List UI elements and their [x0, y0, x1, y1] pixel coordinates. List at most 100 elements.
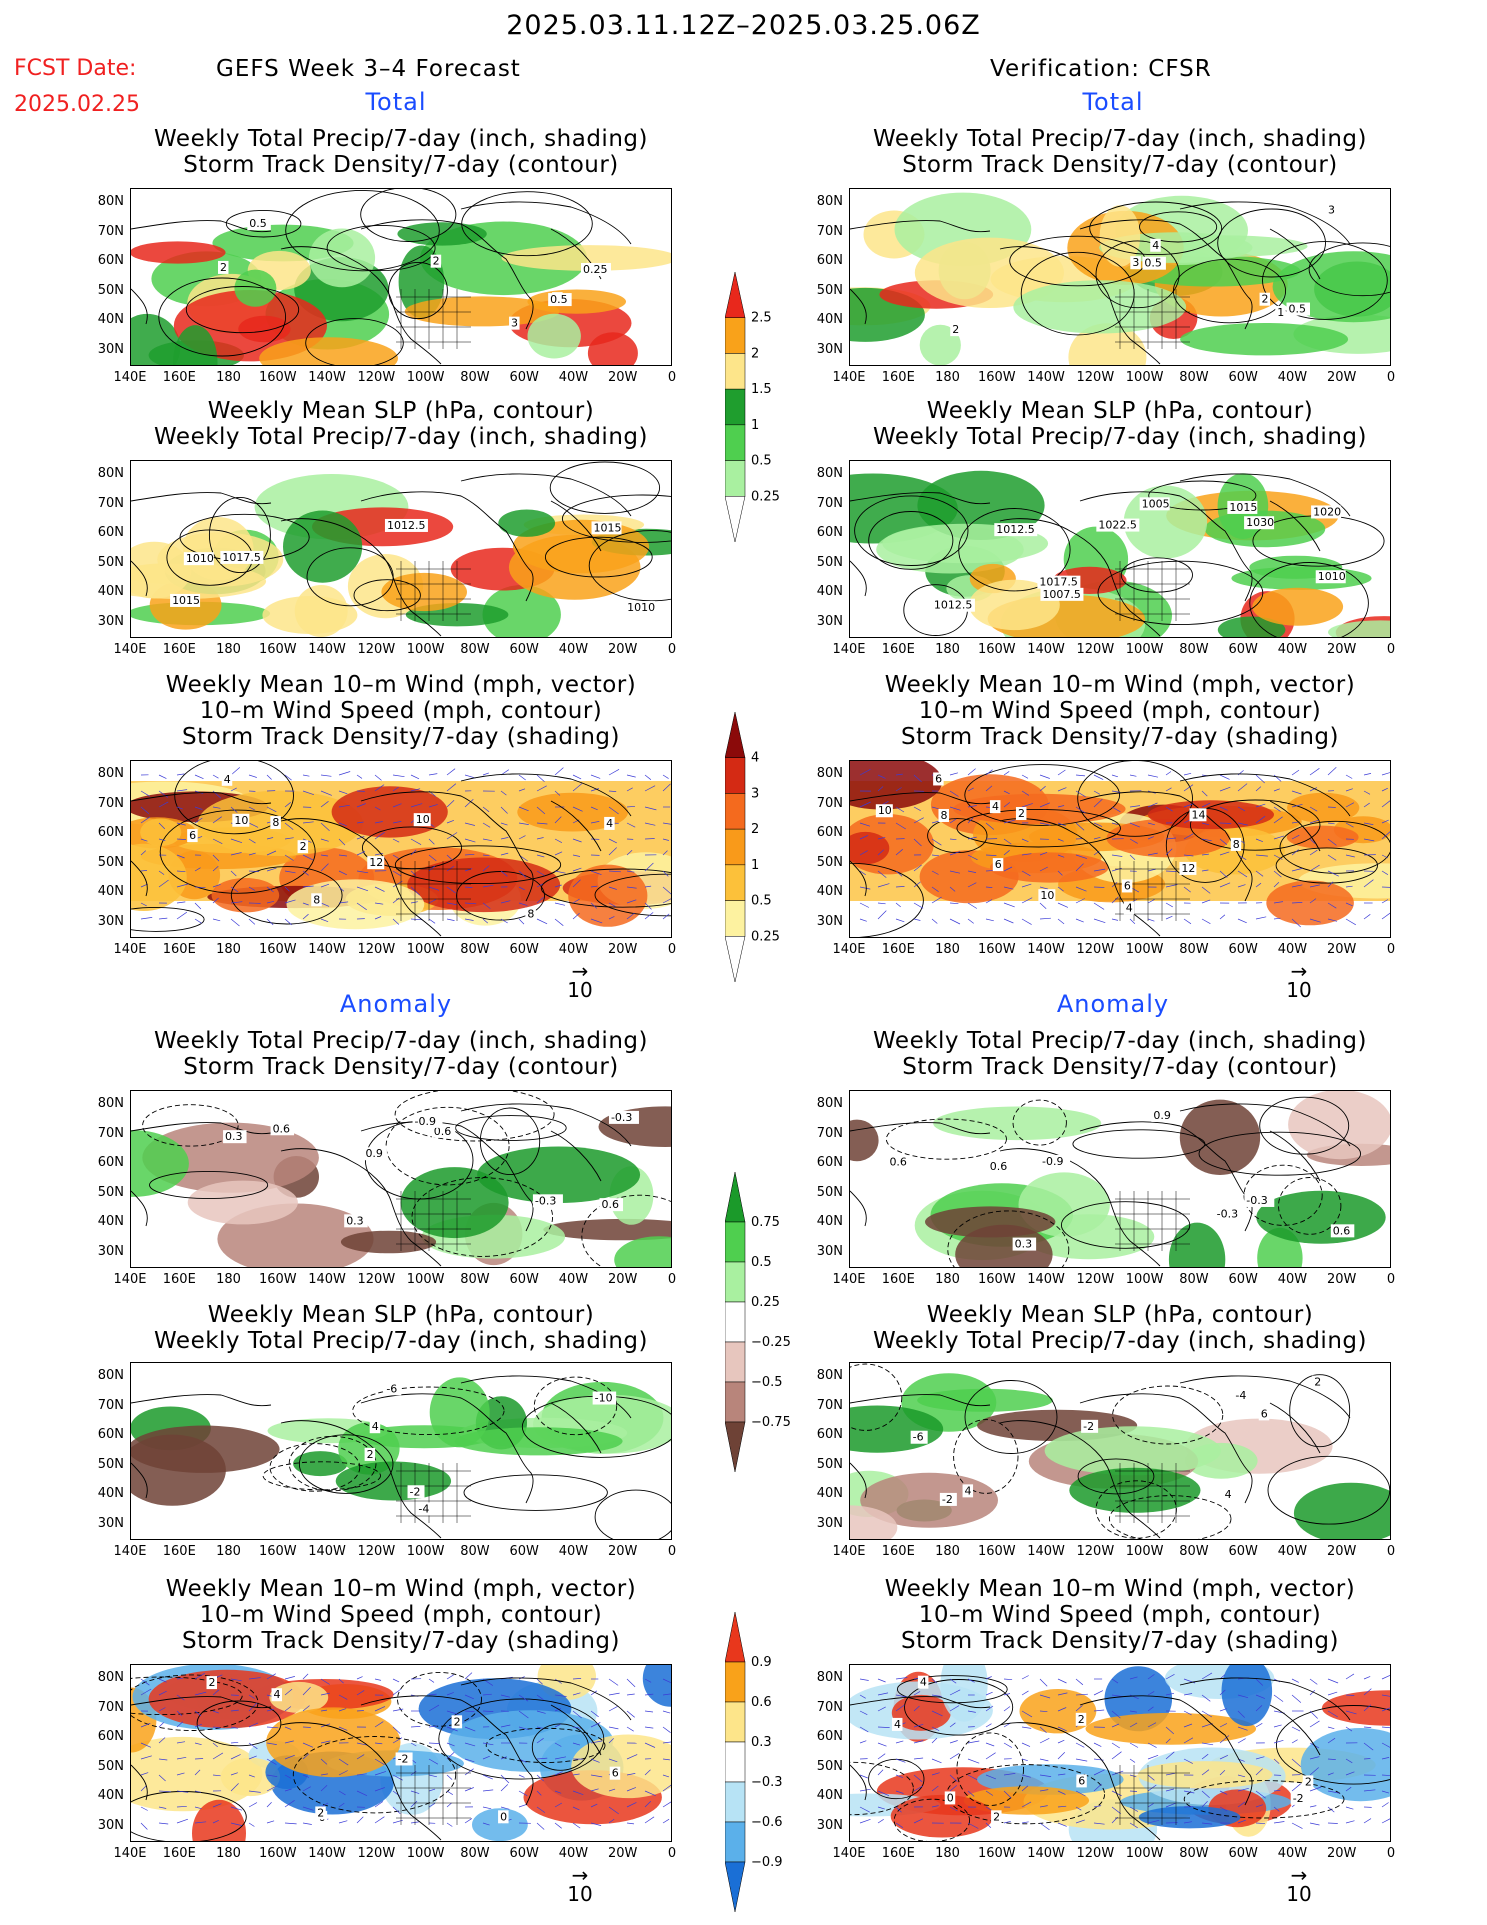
shading-region [1168, 1222, 1226, 1267]
wind-vector [913, 806, 921, 812]
wind-vector [1111, 1710, 1121, 1719]
wind-vector [428, 886, 440, 891]
wind-vector [967, 1758, 980, 1764]
panel-title-line: 10–m Wind Speed (mph, contour) [199, 698, 603, 724]
wind-vector [1255, 882, 1262, 888]
wind-vector [608, 1692, 620, 1696]
wind-vector [1381, 899, 1389, 904]
colorbar-segment [724, 1301, 746, 1343]
wind-vector [356, 1754, 365, 1760]
wind-vector [446, 902, 457, 905]
wind-vector [212, 790, 222, 799]
wind-vector [1183, 833, 1194, 840]
wind-vector [1255, 870, 1264, 877]
contour-label: 8 [938, 808, 949, 822]
contour-line [850, 1363, 903, 1431]
wind-vector [284, 1706, 292, 1712]
wind-vector [859, 1818, 871, 1824]
lon-label: 100W [1125, 1544, 1164, 1559]
contour-line [1095, 1480, 1177, 1539]
lon-label: 140E [832, 942, 866, 957]
shading-region [400, 1167, 509, 1239]
colorbar-precip-anom: 0.75 0.5 0.25 −0.25 −0.5 −0.75 [724, 1171, 825, 1473]
contour-line [262, 1461, 381, 1491]
wind-vector [590, 806, 598, 811]
wind-vector [266, 774, 272, 780]
contour-line [964, 764, 1121, 826]
wind-vector [176, 1805, 187, 1808]
wind-vector [536, 822, 548, 825]
wind-vector [662, 1784, 671, 1792]
wind-vector [949, 870, 961, 874]
wind-vector [302, 885, 314, 888]
wind-vector [194, 902, 202, 910]
coastline [460, 201, 632, 245]
lon-label: 140W [1027, 1846, 1065, 1861]
shading-region [429, 1377, 490, 1448]
shading-region [642, 1665, 671, 1707]
wind-vector [230, 1726, 238, 1729]
svg-text:10: 10 [416, 813, 430, 826]
wind-vector [158, 1722, 164, 1728]
coastline [460, 1677, 632, 1721]
wind-vector [967, 1710, 976, 1713]
lon-label: 60W [1228, 1272, 1258, 1287]
wind-vector [176, 773, 185, 776]
lat-label: 40N [816, 312, 843, 327]
wind-vector [1363, 879, 1374, 888]
colorbar-precip-total: 2.5 2 1.5 1 0.5 0.25 [724, 271, 825, 543]
wind-vector [931, 1805, 939, 1808]
wind-vector [608, 1738, 614, 1744]
map-panel-fcst-total-wind: 2 4 8 10 4 6 8 10 12 8 [130, 760, 672, 938]
lon-label: 120W [357, 1544, 396, 1559]
wind-vector [428, 773, 438, 776]
lon-label: 140W [1027, 1544, 1065, 1559]
svg-text:8: 8 [313, 893, 320, 906]
lat-label: 80N [816, 194, 843, 209]
svg-text:4: 4 [606, 817, 613, 830]
wind-vector [1201, 886, 1211, 894]
wind-vector [1219, 786, 1231, 792]
map-panel-verif-anom-slp: 4 -2 2 -4 -2 6 -6 4 [849, 1362, 1391, 1540]
wind-vector [1255, 1756, 1265, 1760]
contour-label: -2 [939, 1492, 957, 1506]
wind-vector [949, 1753, 960, 1760]
panel-title-line: Weekly Mean SLP (hPa, contour) [207, 398, 595, 424]
lat-label: 70N [816, 795, 843, 811]
lat-label: 50N [816, 1758, 843, 1774]
wind-vector [410, 886, 420, 896]
wind-vector [320, 790, 332, 796]
wind-vector [1273, 1821, 1285, 1824]
contour-label: 2 [991, 1810, 1002, 1824]
contour-label: 6 [1121, 879, 1133, 893]
wind-vector [536, 806, 546, 815]
shading-region [850, 831, 890, 865]
wind-vector [1237, 806, 1246, 812]
wind-vector [1021, 1821, 1029, 1824]
wind-vector [1093, 1690, 1104, 1696]
wind-vector [931, 1737, 938, 1744]
panel-title-line: Weekly Total Precip/7-day (inch, shading… [873, 1328, 1367, 1354]
wind-vector [158, 774, 167, 779]
lon-label: 160E [162, 942, 196, 957]
coastline [1269, 500, 1321, 552]
wind-vector [536, 883, 543, 888]
wind-vector [212, 897, 219, 904]
wind-vector [356, 870, 369, 874]
panel-title-line: 10–m Wind Speed (mph, contour) [918, 698, 1322, 724]
lon-label: 180 [935, 1272, 960, 1287]
wind-vector [212, 1774, 221, 1777]
wind-vector [1219, 806, 1228, 811]
wind-vector [859, 801, 871, 808]
wind-vector [1021, 774, 1029, 779]
lon-label: 80W [1179, 642, 1209, 657]
lon-label: 80W [460, 1846, 490, 1861]
contour-label: 0.5 [1286, 302, 1310, 316]
contour-label: 2 [950, 323, 961, 337]
svg-text:1015: 1015 [594, 521, 622, 534]
wind-vector [1201, 1822, 1213, 1825]
lon-label: 100W [406, 1846, 445, 1861]
lat-label: 70N [97, 1699, 124, 1715]
wind-vector [464, 1758, 475, 1763]
shading-region [259, 337, 398, 365]
